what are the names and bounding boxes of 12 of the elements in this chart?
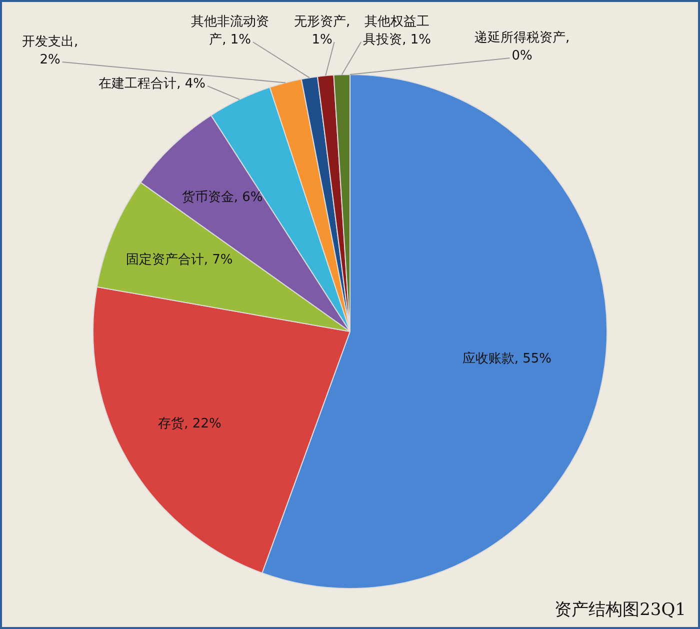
category-label: 递延所得税资产, <box>474 30 570 46</box>
slice-label: 在建工程合计, 4% <box>98 76 206 92</box>
slice-label: 存货, 22% <box>158 416 222 432</box>
slice-label: 应收账款, 55% <box>462 350 552 367</box>
slice-label: 无形资产, 1% <box>294 14 350 48</box>
slice-label: 其他非流动资产, 1% <box>191 13 269 48</box>
text: 资产结构图23Q1 <box>554 599 686 621</box>
slice-label: 固定资产合计, 7% <box>126 252 233 268</box>
slice-label: 货币资金, 6% <box>182 190 263 205</box>
slice-label: 其他权益工具投资, 1% <box>363 14 431 48</box>
text: 0% <box>512 48 532 64</box>
slice-label: 开发支出, 2% <box>22 34 78 68</box>
